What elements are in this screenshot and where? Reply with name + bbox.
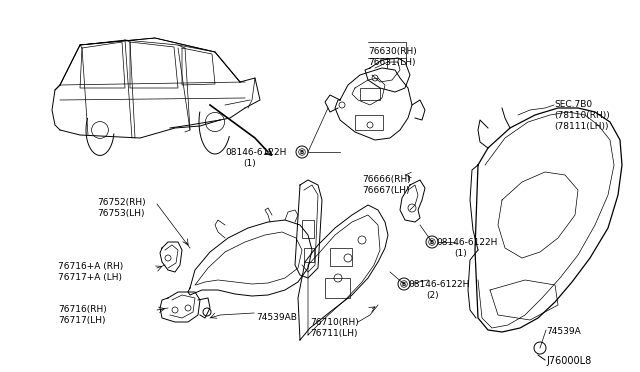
Text: 76710(RH): 76710(RH) [310, 318, 359, 327]
Text: B: B [300, 150, 304, 154]
Bar [355, 115, 383, 130]
Text: J76000L8: J76000L8 [546, 356, 591, 366]
Text: 76753(LH): 76753(LH) [97, 209, 145, 218]
Text: (78111(LH)): (78111(LH)) [554, 122, 609, 131]
Text: 76716+A (RH): 76716+A (RH) [58, 262, 124, 271]
Text: 74539AB: 74539AB [256, 313, 297, 322]
Text: 74539A: 74539A [546, 327, 580, 336]
Text: 76667(LH): 76667(LH) [362, 186, 410, 195]
Text: 76717(LH): 76717(LH) [58, 316, 106, 325]
Text: B: B [402, 282, 406, 286]
Text: 08146-6122H: 08146-6122H [225, 148, 286, 157]
Text: (1): (1) [454, 249, 467, 258]
Bar [302, 220, 314, 238]
Text: 76666(RH): 76666(RH) [362, 175, 411, 184]
Text: 08146-6122H: 08146-6122H [436, 238, 497, 247]
Text: SEC.7B0: SEC.7B0 [554, 100, 592, 109]
Bar [360, 88, 380, 100]
Text: 76716(RH): 76716(RH) [58, 305, 107, 314]
Text: B: B [430, 240, 434, 244]
Text: 08146-6122H: 08146-6122H [408, 280, 469, 289]
Bar [325, 278, 350, 298]
Text: 76711(LH): 76711(LH) [310, 329, 358, 338]
Text: (1): (1) [243, 159, 256, 168]
Text: (78110(RH)): (78110(RH)) [554, 111, 610, 120]
Text: 76630(RH): 76630(RH) [368, 47, 417, 56]
Text: 76631(LH): 76631(LH) [368, 58, 415, 67]
Text: 76717+A (LH): 76717+A (LH) [58, 273, 122, 282]
Text: 76752(RH): 76752(RH) [97, 198, 146, 207]
Bar [330, 248, 352, 266]
Text: (2): (2) [426, 291, 438, 300]
Bar [304, 248, 314, 262]
